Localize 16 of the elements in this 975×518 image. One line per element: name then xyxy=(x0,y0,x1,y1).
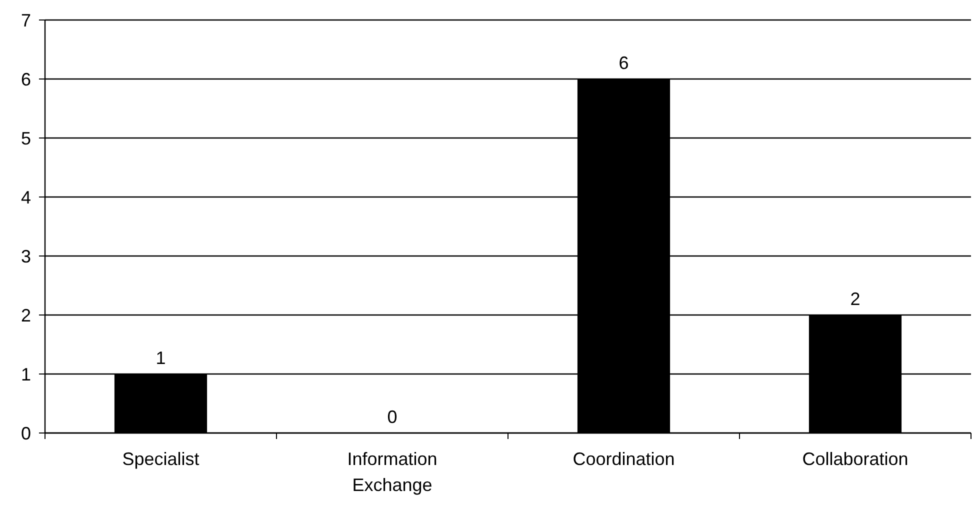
y-tick-label: 1 xyxy=(20,364,31,384)
y-tick-label: 0 xyxy=(20,423,31,444)
y-tick-label: 7 xyxy=(20,10,31,30)
x-tick-label: Coordination xyxy=(572,449,675,469)
y-tick-label: 3 xyxy=(20,246,31,266)
y-tick-label: 5 xyxy=(20,128,31,148)
data-label: 6 xyxy=(618,53,629,73)
x-tick-label: Specialist xyxy=(122,449,200,469)
x-tick-label: Information Exchange xyxy=(347,449,438,495)
data-label: 1 xyxy=(156,348,166,368)
y-tick-label: 4 xyxy=(20,187,31,208)
y-tick-label: 6 xyxy=(20,69,31,90)
y-tick-label: 2 xyxy=(20,305,31,326)
data-label: 2 xyxy=(850,289,860,309)
data-label: 0 xyxy=(387,407,398,427)
x-tick-label: Collaboration xyxy=(802,449,908,469)
